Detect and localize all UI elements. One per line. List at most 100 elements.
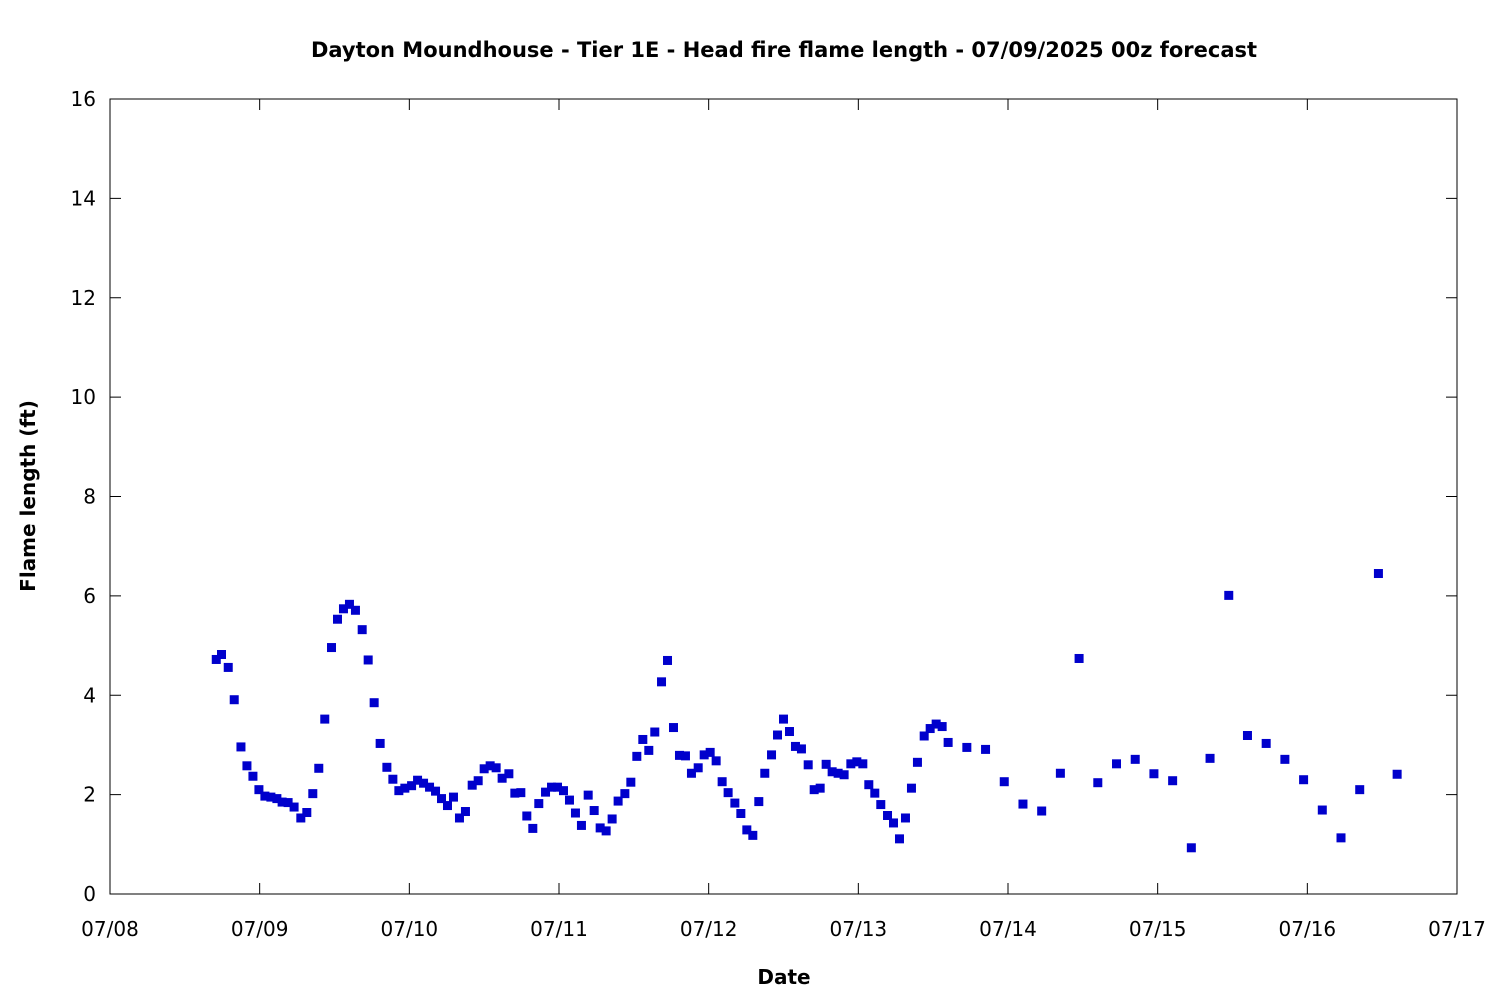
data-point — [528, 823, 538, 833]
data-point — [693, 763, 703, 773]
data-point — [1130, 754, 1140, 764]
data-point — [742, 825, 752, 835]
data-point — [332, 614, 342, 624]
data-point — [790, 741, 800, 751]
y-tick-label: 0 — [83, 882, 96, 906]
data-point — [858, 759, 868, 769]
data-point — [541, 787, 551, 797]
data-point — [981, 744, 991, 754]
data-point — [827, 767, 837, 777]
data-point — [260, 791, 270, 801]
data-point — [589, 806, 599, 816]
data-point — [705, 747, 715, 757]
data-point — [1317, 805, 1327, 815]
data-point — [900, 813, 910, 823]
data-point — [522, 811, 532, 821]
data-point — [431, 786, 441, 796]
data-point — [1336, 833, 1346, 843]
data-point — [248, 771, 258, 781]
data-point — [1149, 769, 1159, 779]
data-point — [272, 794, 282, 804]
data-point — [674, 750, 684, 760]
data-point — [350, 605, 360, 615]
x-tick-label: 07/10 — [381, 917, 439, 941]
data-point — [626, 777, 636, 787]
data-point — [583, 790, 593, 800]
data-point — [1373, 569, 1383, 579]
data-point — [394, 786, 404, 796]
data-point — [504, 769, 514, 779]
data-point — [1074, 653, 1084, 663]
data-point — [906, 783, 916, 793]
data-point — [601, 826, 611, 836]
data-point — [730, 798, 740, 808]
y-axis-ticks: 0 2 4 6 8 10 12 14 16 — [71, 87, 1457, 906]
data-point — [534, 799, 544, 809]
data-point — [419, 778, 429, 788]
data-point — [229, 695, 239, 705]
data-point — [1242, 730, 1252, 740]
x-tick-label: 07/16 — [1279, 917, 1337, 941]
data-point — [1168, 776, 1178, 786]
data-point — [839, 770, 849, 780]
data-point — [595, 823, 605, 833]
data-point — [1224, 590, 1234, 600]
data-point — [943, 737, 953, 747]
data-point — [748, 830, 758, 840]
data-point — [467, 780, 477, 790]
data-point — [338, 604, 348, 614]
data-point — [796, 744, 806, 754]
data-point — [357, 625, 367, 635]
data-point — [894, 834, 904, 844]
data-point — [485, 761, 495, 771]
data-point — [852, 757, 862, 767]
data-point — [736, 809, 746, 819]
x-tick-label: 07/13 — [830, 917, 888, 941]
data-point — [632, 751, 642, 761]
y-tick-label: 6 — [83, 584, 96, 608]
data-point — [242, 761, 252, 771]
data-point — [553, 782, 563, 792]
data-point — [564, 795, 574, 805]
data-point — [363, 655, 373, 665]
data-point — [558, 786, 568, 796]
x-axis-title: Date — [757, 965, 810, 989]
data-point — [803, 760, 813, 770]
data-point — [491, 763, 501, 773]
data-point — [760, 768, 770, 778]
data-point — [815, 783, 825, 793]
data-point — [644, 745, 654, 755]
data-point — [1392, 769, 1402, 779]
data-point — [809, 785, 819, 795]
plot-frame — [109, 98, 1458, 895]
y-tick-label: 14 — [71, 186, 96, 210]
x-axis-ticks: 07/08 07/09 07/10 07/11 07/12 07/13 07/14 07/15… — [81, 99, 1486, 941]
data-point — [876, 800, 886, 810]
data-point — [382, 762, 392, 772]
data-point — [308, 789, 318, 799]
data-point — [479, 764, 489, 774]
data-point — [223, 662, 233, 672]
data-point — [784, 727, 794, 737]
data-point — [1037, 806, 1047, 816]
data-point — [870, 788, 880, 798]
data-point — [620, 789, 630, 799]
x-tick-label: 07/11 — [530, 917, 588, 941]
y-tick-label: 16 — [71, 87, 96, 111]
data-point — [400, 783, 410, 793]
data-point — [1280, 754, 1290, 764]
data-point — [217, 650, 227, 660]
data-point — [699, 750, 709, 760]
data-point — [320, 714, 330, 724]
data-point — [437, 794, 447, 804]
x-tick-label: 07/08 — [81, 917, 139, 941]
data-point — [613, 796, 623, 806]
data-point — [547, 782, 557, 792]
data-point — [925, 724, 935, 734]
data-point — [302, 808, 312, 818]
x-tick-label: 07/09 — [231, 917, 289, 941]
data-point — [570, 808, 580, 818]
data-point — [754, 797, 764, 807]
data-point — [576, 820, 586, 830]
